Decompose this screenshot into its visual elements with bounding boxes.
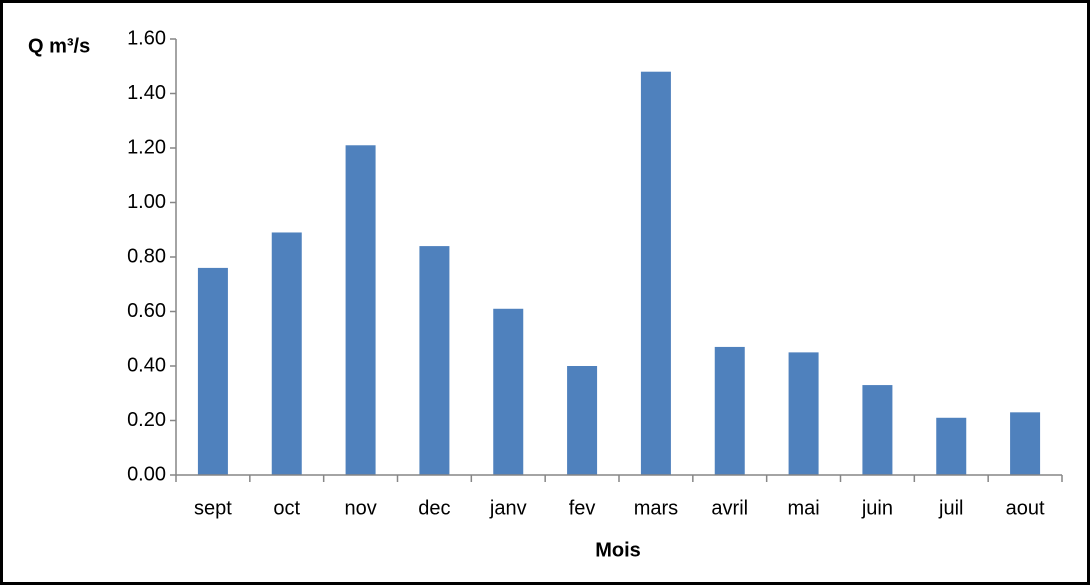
x-tick-label: juin <box>861 497 893 519</box>
bar <box>567 366 598 475</box>
x-tick-label: janv <box>489 497 527 519</box>
y-tick-label: 0.60 <box>127 300 166 322</box>
x-tick-label: mai <box>787 497 819 519</box>
x-tick-label: juil <box>938 497 963 519</box>
y-tick-label: 1.20 <box>127 136 166 158</box>
y-tick-label: 0.20 <box>127 409 166 431</box>
y-tick-label: 0.80 <box>127 245 166 267</box>
bar <box>936 417 967 475</box>
x-tick-label: mars <box>634 497 678 519</box>
x-tick-label: sept <box>194 497 232 519</box>
bar <box>271 232 302 475</box>
y-tick-label: 1.60 <box>127 27 166 49</box>
bar <box>788 352 819 475</box>
bar <box>419 246 450 475</box>
bar <box>714 346 745 475</box>
x-tick-label: nov <box>344 497 376 519</box>
x-tick-label: avril <box>711 497 748 519</box>
y-tick-label: 1.00 <box>127 191 166 213</box>
x-tick-label: fev <box>569 497 596 519</box>
x-tick-label: aout <box>1006 497 1045 519</box>
y-tick-label: 0.00 <box>127 463 166 485</box>
y-axis-label: Q m³/s <box>28 35 90 57</box>
y-tick-label: 1.40 <box>127 82 166 104</box>
x-tick-label: oct <box>273 497 300 519</box>
bar <box>345 145 376 475</box>
bar <box>1010 412 1041 475</box>
bar <box>493 308 524 475</box>
bar <box>862 385 893 475</box>
x-axis-label: Mois <box>595 539 641 561</box>
bar <box>640 71 671 475</box>
bar <box>197 267 228 475</box>
x-tick-label: dec <box>418 497 450 519</box>
y-tick-label: 0.40 <box>127 354 166 376</box>
